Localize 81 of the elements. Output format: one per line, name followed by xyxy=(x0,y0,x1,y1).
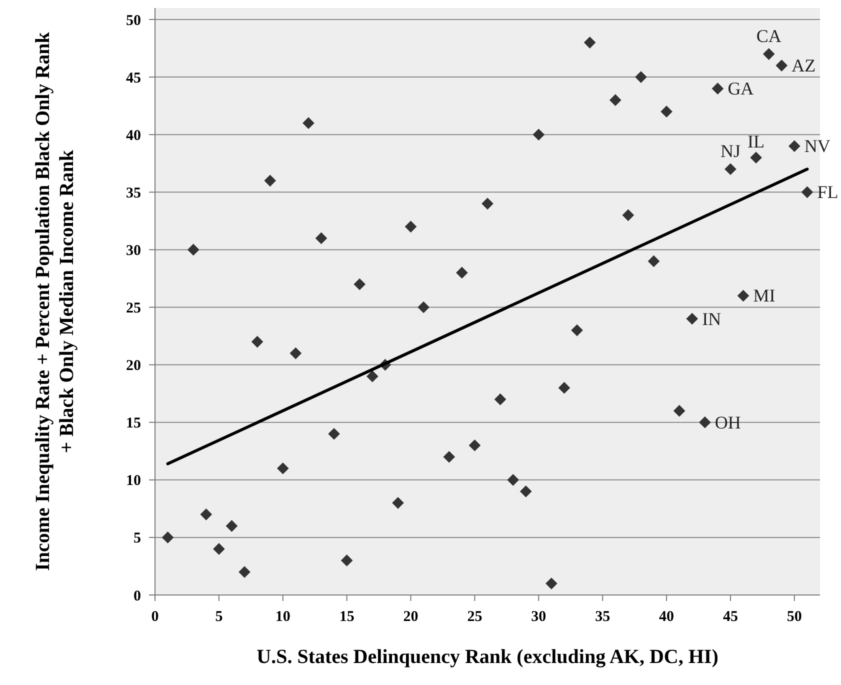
point xyxy=(673,404,686,417)
point xyxy=(354,278,366,290)
annotation: IL xyxy=(748,132,765,152)
point xyxy=(213,543,225,555)
point xyxy=(290,347,302,360)
point xyxy=(698,416,711,428)
y-tick-label: 5 xyxy=(134,530,141,547)
point xyxy=(660,106,672,118)
point xyxy=(724,163,736,176)
point xyxy=(494,393,506,406)
annotation: CA xyxy=(756,26,782,46)
point xyxy=(392,497,404,509)
point xyxy=(520,485,532,498)
point xyxy=(737,290,750,302)
x-axis-title: U.S. States Delinquency Rank (excluding AK, DC, HI) xyxy=(256,646,718,668)
point xyxy=(200,508,212,520)
point xyxy=(507,474,519,486)
point xyxy=(622,209,634,222)
y-tick-label: 30 xyxy=(126,242,141,259)
x-tick-label: 50 xyxy=(786,609,802,625)
y-tick-label: 25 xyxy=(126,300,141,317)
point xyxy=(686,312,698,325)
point xyxy=(456,266,468,279)
point xyxy=(264,174,276,187)
x-tick-label: 10 xyxy=(275,609,290,625)
point xyxy=(571,324,583,336)
y-tick-label: 0 xyxy=(134,588,141,604)
point xyxy=(776,60,788,72)
annotation: OH xyxy=(714,412,741,432)
annotation: GA xyxy=(728,78,754,99)
annotation: NJ xyxy=(720,141,740,162)
point xyxy=(584,36,596,48)
point xyxy=(251,336,264,348)
y-tick-label: 20 xyxy=(126,358,141,374)
point xyxy=(315,232,328,244)
point xyxy=(418,301,430,314)
y-tick-label: 50 xyxy=(126,12,141,29)
point xyxy=(482,198,494,210)
point xyxy=(187,244,200,256)
y-tick-label: 15 xyxy=(126,416,141,432)
x-tick-label: 35 xyxy=(595,609,610,625)
point xyxy=(340,554,353,566)
point xyxy=(648,255,660,268)
x-tick-label: 5 xyxy=(215,609,223,625)
point xyxy=(532,128,545,141)
point xyxy=(558,382,570,394)
x-tick-label: 15 xyxy=(339,609,354,625)
y-tick-label: 40 xyxy=(126,128,141,144)
point xyxy=(328,428,340,440)
y-tick-label: 10 xyxy=(126,473,141,490)
point xyxy=(366,370,378,382)
annotation: AZ xyxy=(792,56,816,76)
annotation: IN xyxy=(702,308,722,329)
x-tick-label: 40 xyxy=(659,609,674,625)
point xyxy=(468,439,481,452)
point xyxy=(302,117,314,130)
point xyxy=(750,152,762,164)
x-tick-label: 25 xyxy=(467,609,482,625)
annotation: FL xyxy=(817,182,838,202)
x-tick-label: 0 xyxy=(151,609,159,625)
x-tick-label: 20 xyxy=(403,609,418,625)
point xyxy=(276,462,289,474)
point xyxy=(712,82,724,94)
point xyxy=(238,566,250,578)
point xyxy=(609,94,622,106)
point xyxy=(404,220,417,233)
point xyxy=(801,186,814,198)
point xyxy=(546,578,558,590)
point xyxy=(788,140,800,152)
y-axis-title: Income Inequality Rate + Percent Population Black Only Rank + Black Only Median Income Rank xyxy=(31,31,79,573)
point xyxy=(443,450,456,463)
x-tick-label: 45 xyxy=(722,609,738,625)
point xyxy=(162,532,174,544)
point xyxy=(635,71,647,83)
y-tick-label: 35 xyxy=(126,185,141,202)
y-tick-label: 45 xyxy=(126,70,141,86)
point xyxy=(762,48,775,60)
point xyxy=(226,520,238,532)
annotation: MI xyxy=(753,286,776,306)
annotation: NV xyxy=(804,136,830,156)
x-tick-label: 30 xyxy=(531,609,546,625)
